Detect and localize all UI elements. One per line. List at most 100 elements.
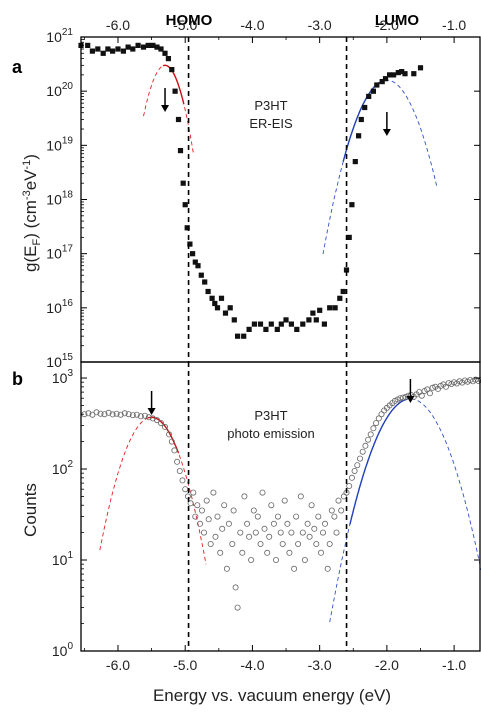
- panel-a-point-7: [115, 46, 121, 52]
- panel-a-point-47: [274, 326, 280, 332]
- panel-b-point-25: [176, 467, 183, 474]
- panel-a-y-tick-exp-2: 17: [62, 244, 74, 255]
- panel-a-point-19: [169, 67, 175, 73]
- panel-a-y-tick-exp-5: 20: [62, 81, 74, 92]
- panel-b-point-110: [375, 415, 382, 422]
- panel-b-point-23: [171, 447, 178, 454]
- panel-a-point-27: [190, 251, 196, 257]
- panel-a-point-72: [379, 79, 385, 85]
- panel-b-point-105: [362, 442, 369, 449]
- panel-b-point-74: [288, 529, 295, 536]
- panel-b-y-tick-label-0: 100: [52, 641, 74, 659]
- panel-b-point-103: [356, 455, 363, 462]
- panel-a-y-tick-base-2: 10: [46, 246, 62, 262]
- panel-b-point-83: [308, 502, 315, 509]
- panel-a-point-22: [177, 148, 184, 154]
- panel-b-point-9: [117, 411, 124, 418]
- panel-a-point-77: [399, 69, 405, 75]
- panel-a-point-18: [165, 56, 171, 62]
- panel-b-point-8: [113, 410, 120, 417]
- panel-a-point-78: [402, 71, 408, 77]
- panel-b-point-85: [313, 541, 320, 548]
- panel-a-point-34: [212, 300, 218, 307]
- panel-b-point-95: [335, 497, 342, 504]
- panel-b-point-38: [207, 541, 214, 548]
- bottom-x-tick-label-5: -1.0: [442, 657, 466, 673]
- panel-a-point-58: [327, 305, 333, 311]
- panel-b-point-89: [321, 520, 328, 527]
- panel-b-fit-dashed-0: [99, 416, 207, 565]
- panel-a-y-tick-base-6: 10: [46, 29, 62, 45]
- panel-b-point-90: [324, 565, 331, 572]
- panel-a-point-56: [317, 307, 323, 313]
- panel-b-y-tick-base-0: 10: [52, 643, 68, 659]
- panel-b-point-55: [246, 533, 253, 540]
- panel-a-point-50: [288, 321, 294, 327]
- panel-b-point-126: [418, 392, 425, 399]
- panel-b-point-129: [426, 390, 433, 397]
- panel-b-point-93: [331, 513, 338, 520]
- panel-b-point-27: [182, 486, 189, 493]
- panel-b-point-73: [286, 549, 293, 556]
- panel-a-fit-solid-1: [162, 64, 185, 105]
- panel-b-point-79: [299, 529, 306, 536]
- panel-a-point-73: [382, 76, 389, 82]
- panel-b-point-20: [161, 423, 168, 430]
- panel-b-point-47: [229, 541, 236, 548]
- panel-a-point-80: [417, 65, 424, 71]
- top-x-tick-label-4: -2.0: [375, 17, 399, 33]
- panel-b-fit-solid-3: [349, 398, 408, 525]
- panel-b-point-50: [234, 604, 241, 611]
- top-x-tick-label-1: -5.0: [173, 17, 197, 33]
- panel-a-y-tick-label-0: 1015: [46, 352, 73, 370]
- panel-b-point-69: [277, 529, 284, 536]
- panel-a-y-axis-label: g(EF) (cm-3eV-1): [21, 154, 43, 272]
- panel-b-point-59: [254, 513, 261, 520]
- panel-b-annotation-line-2: photo emission: [227, 426, 314, 441]
- panel-b-point-6: [105, 409, 112, 416]
- top-x-tick-label-5: -1.0: [442, 17, 466, 33]
- panel-b-point-39: [210, 489, 217, 496]
- panel-a-point-15: [154, 44, 160, 50]
- panel-a-point-2: [89, 48, 95, 54]
- panel-a-point-20: [172, 88, 178, 94]
- panel-a-point-31: [202, 279, 208, 285]
- panel-a-point-60: [337, 295, 343, 301]
- panel-a-y-tick-exp-3: 18: [62, 190, 74, 201]
- panel-b-guide-lines: [187, 362, 348, 651]
- panel-b-point-51: [237, 529, 244, 536]
- panel-a-y-tick-label-1: 1016: [46, 298, 73, 316]
- panel-b-point-78: [297, 493, 304, 500]
- panel-b-point-31: [192, 513, 199, 520]
- panel-a-point-23: [180, 180, 186, 186]
- panel-b-point-32: [194, 502, 201, 509]
- x-axis-label: Energy vs. vacuum energy (eV): [153, 686, 391, 705]
- panel-a-annotation-line-2: ER-EIS: [249, 116, 293, 131]
- panel-b-point-33: [196, 520, 203, 527]
- panel-b-peak-arrow-head-0: [147, 408, 156, 415]
- panel-b-point-111: [378, 411, 385, 418]
- panel-b-point-94: [333, 529, 340, 536]
- panel-b-y-tick-base-3: 10: [52, 370, 68, 386]
- panel-b-y-tick-exp-0: 0: [67, 641, 73, 652]
- panel-a-point-13: [145, 42, 151, 48]
- panel-a-plot-frame: [80, 36, 481, 363]
- panel-b-data-points: [81, 376, 481, 611]
- panel-a-point-25: [184, 225, 190, 231]
- panel-b-point-36: [203, 497, 210, 504]
- panel-a-y-tick-label-4: 1019: [46, 135, 73, 153]
- panel-a-point-26: [187, 241, 193, 247]
- panel-a-point-71: [374, 82, 380, 88]
- panel-b-point-30: [190, 489, 197, 496]
- panel-b-point-26: [179, 477, 186, 484]
- panel-b-point-72: [284, 520, 291, 527]
- panel-b-point-35: [200, 529, 207, 536]
- panel-a-point-1: [85, 42, 91, 48]
- panel-a-point-8: [120, 48, 126, 54]
- panel-b-point-43: [219, 525, 226, 532]
- panel-a-point-21: [175, 116, 182, 123]
- panel-a-y-tick-label-5: 1020: [46, 81, 73, 99]
- panel-a-point-65: [352, 159, 358, 165]
- panel-b-point-58: [252, 529, 259, 536]
